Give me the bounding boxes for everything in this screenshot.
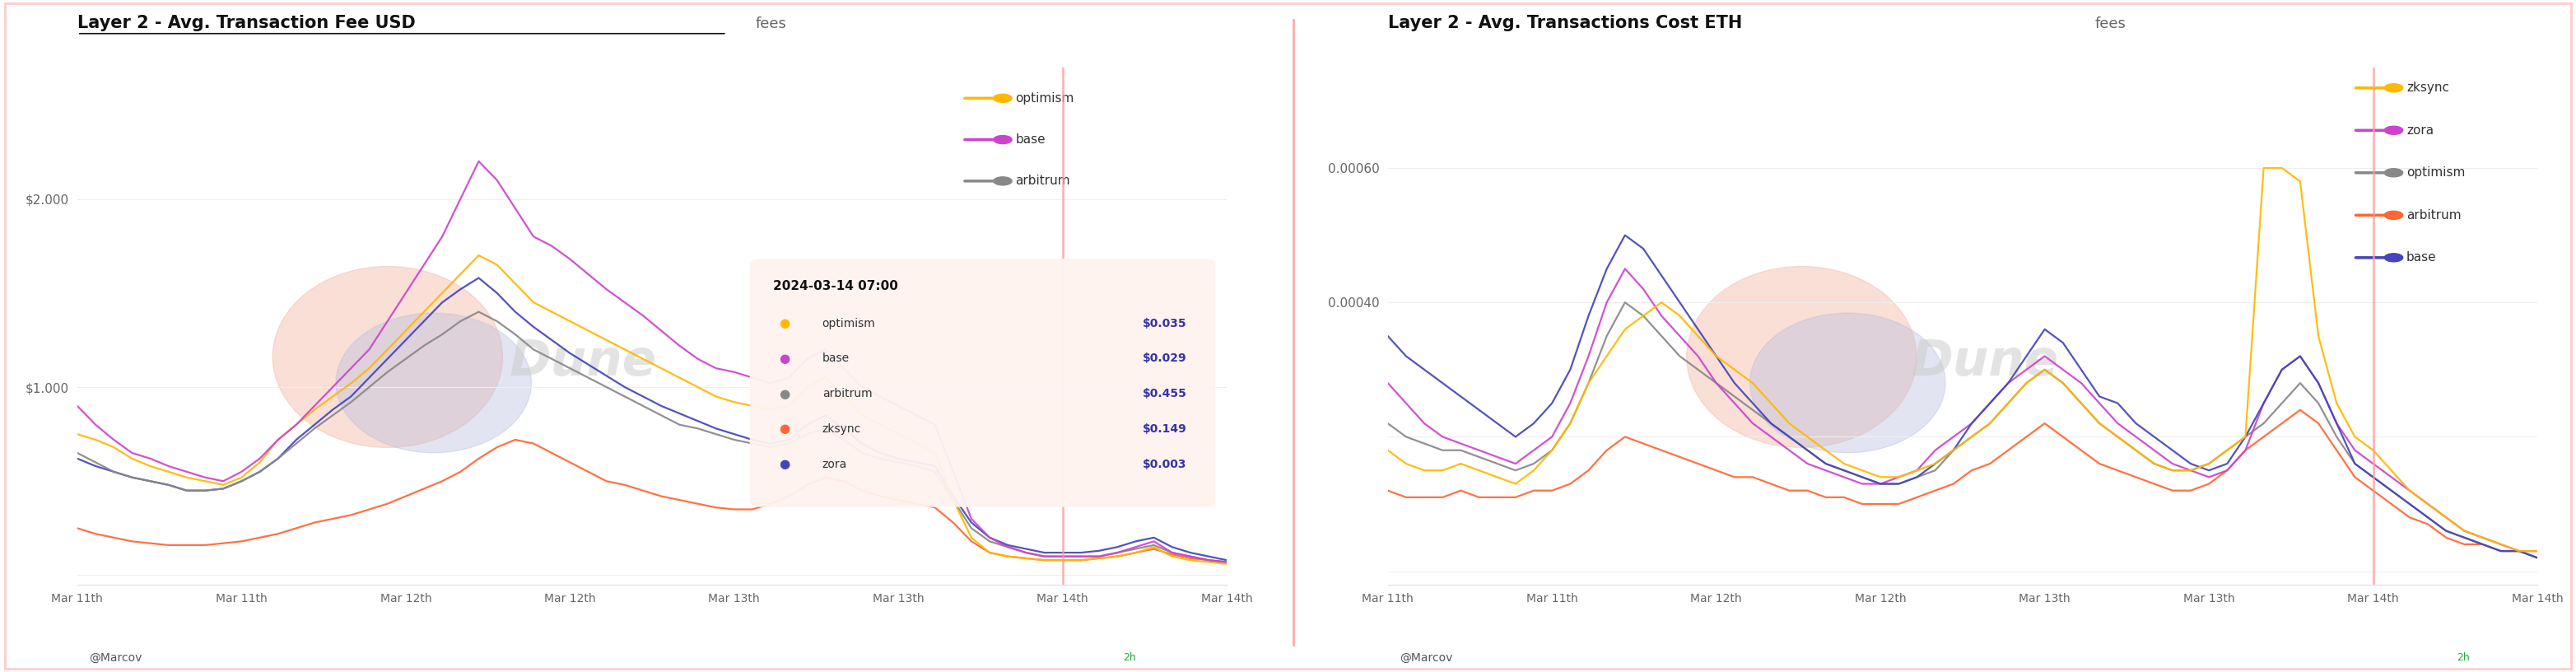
Text: Layer 2 - Avg. Transactions Cost ETH: Layer 2 - Avg. Transactions Cost ETH xyxy=(1388,15,1741,31)
Text: ●: ● xyxy=(778,423,788,435)
Circle shape xyxy=(2385,126,2403,134)
Text: zora: zora xyxy=(2406,124,2434,136)
Text: Dune: Dune xyxy=(1911,338,2058,386)
Ellipse shape xyxy=(1687,266,1917,448)
Text: $0.149: $0.149 xyxy=(1141,423,1188,435)
Ellipse shape xyxy=(273,266,502,448)
Text: base: base xyxy=(1015,134,1046,146)
Circle shape xyxy=(2385,253,2403,262)
Text: arbitrum: arbitrum xyxy=(822,388,873,399)
Text: $0.003: $0.003 xyxy=(1144,458,1188,470)
Text: @Marcov: @Marcov xyxy=(1399,652,1453,663)
Circle shape xyxy=(994,136,1012,144)
Text: fees: fees xyxy=(755,16,786,31)
Text: 2h: 2h xyxy=(1123,652,1136,663)
Circle shape xyxy=(2385,169,2403,177)
Text: optimism: optimism xyxy=(822,318,876,329)
Text: $0.029: $0.029 xyxy=(1144,353,1188,364)
FancyBboxPatch shape xyxy=(750,259,1216,507)
Text: arbitrum: arbitrum xyxy=(2406,209,2460,221)
Text: zora: zora xyxy=(822,458,848,470)
Text: base: base xyxy=(822,353,850,364)
Ellipse shape xyxy=(1749,313,1945,453)
Text: $0.455: $0.455 xyxy=(1141,388,1188,399)
Text: ●: ● xyxy=(778,388,788,400)
Text: $0.035: $0.035 xyxy=(1144,318,1188,329)
Circle shape xyxy=(994,177,1012,185)
Circle shape xyxy=(2385,211,2403,219)
Text: @Marcov: @Marcov xyxy=(88,652,142,663)
Text: Layer 2 - Avg. Transaction Fee USD: Layer 2 - Avg. Transaction Fee USD xyxy=(77,15,415,31)
Text: ●: ● xyxy=(778,352,788,365)
Text: optimism: optimism xyxy=(1015,92,1074,104)
Text: 2h: 2h xyxy=(2458,652,2470,663)
Text: base: base xyxy=(2406,251,2437,264)
Text: 2024-03-14 07:00: 2024-03-14 07:00 xyxy=(773,280,899,292)
Circle shape xyxy=(994,94,1012,102)
Text: fees: fees xyxy=(2094,16,2125,31)
Circle shape xyxy=(2385,84,2403,92)
Text: ●: ● xyxy=(778,458,788,470)
Ellipse shape xyxy=(335,313,531,453)
Text: zksync: zksync xyxy=(822,423,860,435)
Text: Dune: Dune xyxy=(510,338,657,386)
Text: arbitrum: arbitrum xyxy=(1015,175,1069,187)
Text: optimism: optimism xyxy=(2406,167,2465,179)
Text: ●: ● xyxy=(778,317,788,329)
Text: zksync: zksync xyxy=(2406,82,2450,94)
